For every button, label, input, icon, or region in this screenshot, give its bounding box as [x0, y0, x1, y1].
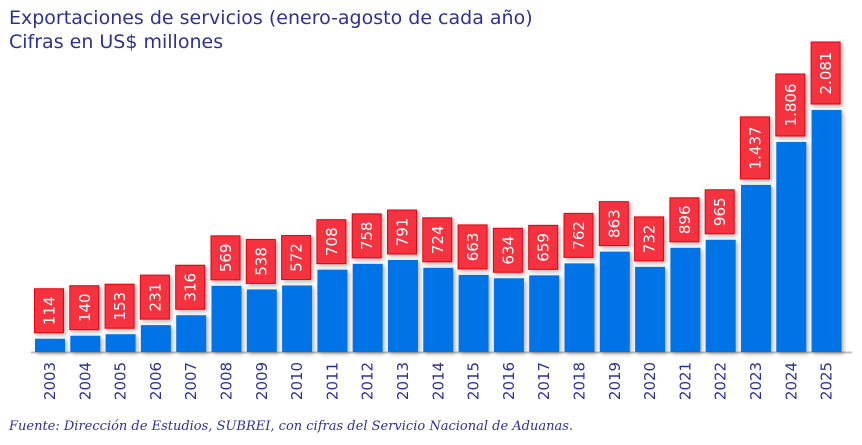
x-tick-label-2009: 2009: [253, 362, 271, 400]
data-label-box-2015: [457, 224, 488, 270]
data-label-box-2010: [281, 234, 312, 280]
data-label-2017: 659: [535, 233, 553, 262]
x-tick-label-2019: 2019: [606, 362, 624, 400]
bar-2020: [635, 266, 666, 352]
data-label-box-2008: [210, 235, 241, 281]
data-label-2007: 316: [182, 273, 200, 302]
data-label-box-2017: [528, 224, 559, 270]
x-tick-label-2017: 2017: [535, 362, 553, 400]
chart-title: Exportaciones de servicios (enero-agosto…: [9, 7, 533, 29]
data-label-box-2018: [563, 212, 594, 258]
data-label-box-2025: [810, 41, 841, 105]
bar-2013: [388, 260, 418, 352]
data-label-2012: 758: [358, 222, 376, 251]
data-label-box-2012: [351, 213, 382, 259]
x-tick-label-2014: 2014: [429, 362, 447, 400]
data-label-2010: 572: [288, 243, 306, 272]
data-label-2003: 114: [41, 296, 59, 325]
bar-2024: [776, 141, 807, 352]
x-tick-label-2024: 2024: [782, 362, 800, 400]
data-label-box-2021: [669, 197, 700, 243]
data-label-2009: 538: [252, 247, 270, 276]
data-label-2005: 153: [111, 292, 129, 321]
data-label-box-2022: [704, 189, 735, 235]
data-label-box-2005: [104, 283, 135, 329]
bar-2005: [105, 334, 136, 352]
data-label-2023: 1.437: [747, 126, 765, 169]
bar-2007: [176, 315, 207, 352]
x-tick-label-2016: 2016: [500, 362, 518, 400]
data-label-2025: 2.081: [817, 52, 835, 95]
x-tick-label-2025: 2025: [818, 362, 836, 400]
data-label-box-2019: [598, 201, 629, 247]
data-label-2011: 708: [323, 227, 341, 256]
bar-2008: [211, 285, 242, 352]
x-tick-label-2013: 2013: [394, 362, 412, 400]
data-label-box-2011: [316, 219, 347, 265]
x-tick-label-2020: 2020: [641, 362, 659, 400]
data-label-box-2007: [175, 264, 206, 310]
x-tick-label-2011: 2011: [323, 362, 341, 400]
data-label-box-2024: [775, 73, 806, 137]
data-label-2004: 140: [76, 293, 94, 322]
bar-2003: [35, 338, 65, 352]
data-label-box-2016: [492, 227, 523, 273]
data-label-box-2004: [69, 285, 100, 331]
x-tick-label-2012: 2012: [359, 362, 377, 400]
x-tick-label-2006: 2006: [147, 362, 165, 400]
data-label-2014: 724: [429, 225, 447, 254]
bar-2011: [317, 269, 348, 352]
data-label-2024: 1.806: [782, 84, 800, 127]
x-tick-label-2003: 2003: [41, 362, 59, 400]
source-footnote: Fuente: Dirección de Estudios, SUBREI, c…: [9, 419, 574, 434]
data-label-box-2006: [139, 274, 170, 320]
bar-2009: [246, 289, 277, 352]
data-label-2018: 762: [570, 221, 588, 250]
bar-2004: [70, 335, 101, 352]
bar-2023: [741, 184, 771, 352]
data-label-2021: 896: [676, 205, 694, 234]
data-label-2015: 663: [464, 233, 482, 262]
data-label-box-2014: [422, 217, 453, 263]
data-label-2016: 634: [499, 236, 517, 265]
x-tick-label-2007: 2007: [182, 362, 200, 400]
data-label-box-2003: [34, 288, 64, 334]
x-tick-label-2010: 2010: [288, 362, 306, 400]
chart-subtitle: Cifras en US$ millones: [9, 31, 224, 53]
bar-2022: [705, 239, 736, 352]
x-tick-label-2004: 2004: [76, 362, 94, 400]
x-tick-label-2022: 2022: [712, 362, 730, 400]
bar-2017: [529, 275, 560, 352]
bar-2010: [282, 285, 313, 352]
data-label-box-2009: [245, 238, 276, 284]
data-label-box-2013: [387, 209, 417, 255]
bar-2015: [458, 274, 489, 352]
data-label-2019: 863: [605, 209, 623, 238]
data-label-box-2020: [634, 216, 665, 262]
x-tick-label-2023: 2023: [747, 362, 765, 400]
data-label-box-2023: [740, 116, 770, 180]
bar-2025: [811, 110, 842, 352]
x-tick-label-2018: 2018: [571, 362, 589, 400]
data-label-2022: 965: [711, 197, 729, 226]
x-tick-label-2005: 2005: [112, 362, 130, 400]
bar-2006: [140, 325, 171, 352]
data-label-2020: 732: [641, 225, 659, 254]
x-tick-label-2008: 2008: [218, 362, 236, 400]
bar-2019: [599, 251, 630, 352]
bar-2012: [352, 263, 383, 352]
x-tick-label-2015: 2015: [465, 362, 483, 400]
data-label-2006: 231: [146, 283, 164, 312]
data-label-2008: 569: [217, 244, 235, 273]
bar-2021: [670, 247, 701, 352]
data-label-2013: 791: [394, 218, 412, 247]
x-tick-label-2021: 2021: [676, 362, 694, 400]
bar-2018: [564, 263, 595, 352]
bar-2014: [423, 267, 454, 352]
bar-2016: [493, 278, 524, 352]
